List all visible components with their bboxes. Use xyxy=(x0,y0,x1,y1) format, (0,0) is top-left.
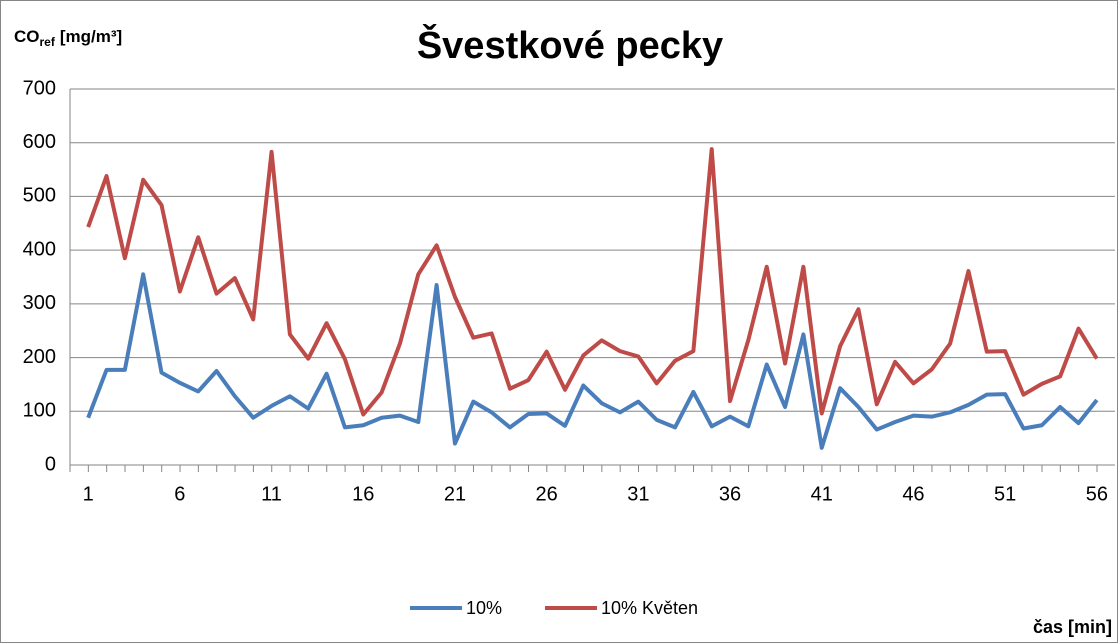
y-label-unit: [mg/m³] xyxy=(60,27,122,46)
x-tick-label: 31 xyxy=(627,483,649,505)
x-tick-label: 21 xyxy=(444,483,466,505)
y-tick-label: 200 xyxy=(23,346,56,368)
chart-title: Švestkové pecky xyxy=(417,22,723,67)
x-tick-label: 51 xyxy=(994,483,1016,505)
x-axis-label: čas [min] xyxy=(1033,617,1112,637)
legend-label: 10% xyxy=(466,598,502,618)
data-line xyxy=(86,147,1099,417)
data-line xyxy=(86,272,1099,450)
x-tick-label: 36 xyxy=(719,483,741,505)
y-axis-label: COref [mg/m³] xyxy=(14,27,122,49)
y-tick-label: 400 xyxy=(23,238,56,260)
x-tick-label: 11 xyxy=(261,483,282,505)
y-tick-label: 300 xyxy=(23,292,56,314)
y-tick-label: 600 xyxy=(23,131,56,153)
x-tick-label: 41 xyxy=(811,483,833,505)
x-tick-label: 56 xyxy=(1086,483,1108,505)
legend-label: 10% Květen xyxy=(601,598,698,618)
x-tick-label: 1 xyxy=(83,483,94,505)
y-label-main: CO xyxy=(14,27,40,46)
x-tick-label: 6 xyxy=(174,483,185,505)
x-tick-label: 16 xyxy=(352,483,374,505)
x-tick-label: 26 xyxy=(536,483,558,505)
y-tick-label: 700 xyxy=(23,77,56,99)
y-label-sub: ref xyxy=(40,35,56,49)
x-tick-label: 46 xyxy=(902,483,924,505)
y-tick-label: 500 xyxy=(23,185,56,207)
y-tick-label: 0 xyxy=(45,453,56,475)
y-tick-label: 100 xyxy=(23,400,56,422)
